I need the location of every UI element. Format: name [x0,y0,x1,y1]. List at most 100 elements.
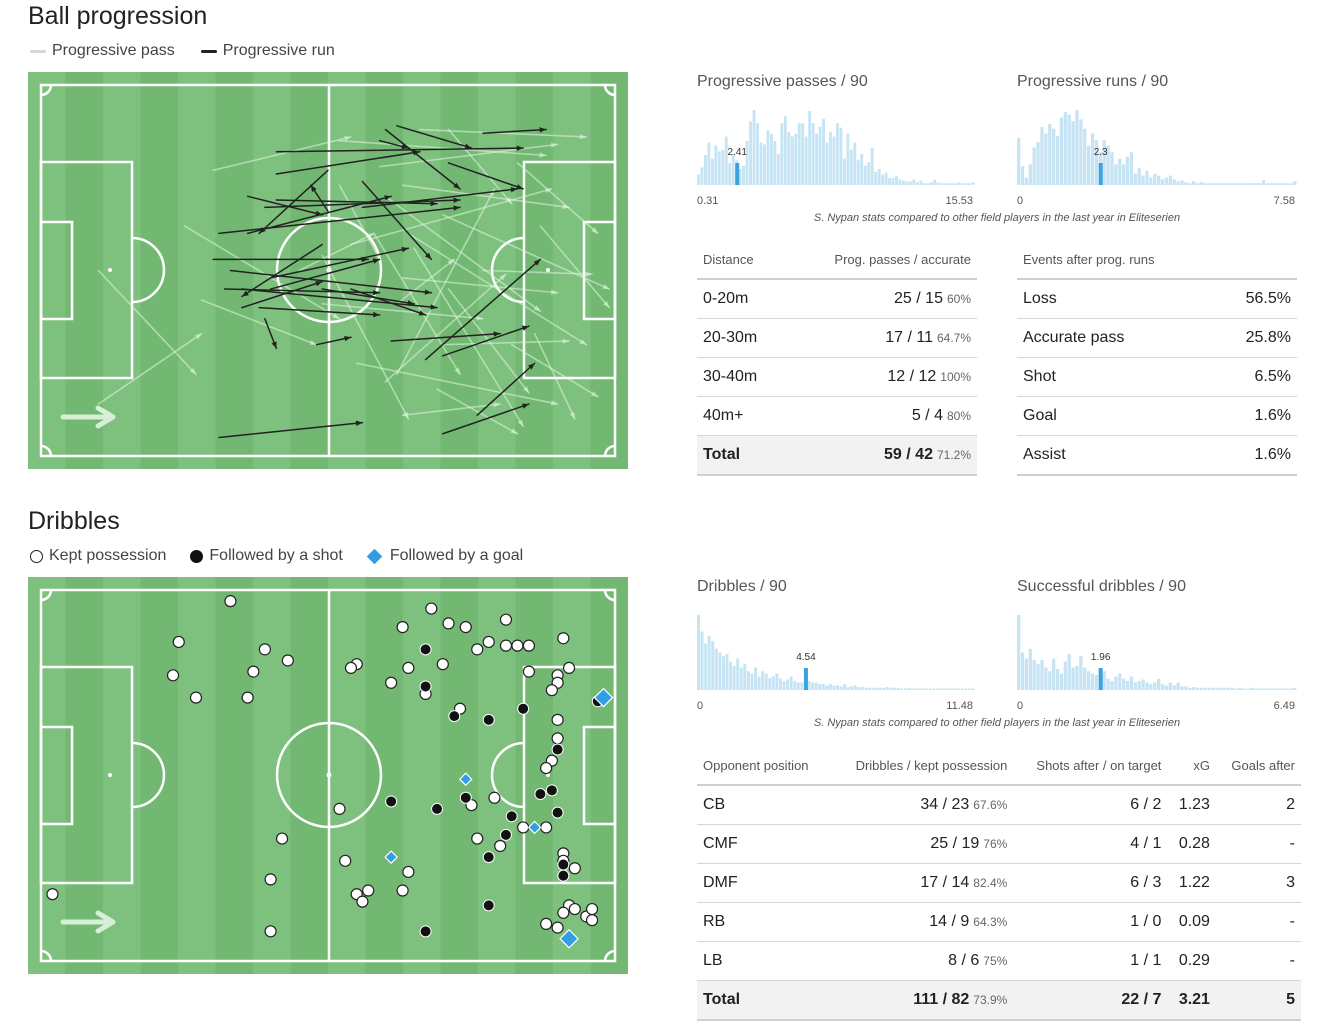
histogram-bar [829,132,832,185]
histogram-bar [1184,686,1188,690]
histogram-bar [1040,660,1044,690]
histogram-bar [1048,671,1052,690]
histogram-bar [871,687,875,690]
histogram-bar [921,688,925,690]
progressive-pass-arrow-head [510,428,518,434]
kept-possession-dot [247,665,260,678]
histogram-bar [935,688,939,690]
dribbles-header: Dribbles / kept possession [829,746,1014,786]
histogram-bar [764,673,768,690]
histogram-bar [1024,177,1029,185]
left-penalty-arc [131,741,166,809]
opponent-table: Opponent position Dribbles / kept posses… [697,746,1301,1021]
distance-header: Distance [697,240,784,280]
player-value-label: 1.96 [1091,652,1111,663]
kept-possession-dot [494,839,507,853]
row-pct: 64.7% [936,331,971,345]
kept-possession-dot [264,925,277,938]
table-row: DMF 17 / 14 82.4% 6 / 3 1.22 3 [697,863,1301,903]
row-goals: - [1215,824,1301,864]
histogram-bar [1242,183,1246,185]
kept-legend-swatch [30,549,43,563]
histogram-bar [860,687,864,690]
progressive-run-arrow-head [401,246,409,253]
histogram-bar [1219,183,1223,185]
progressive-run-arrow [241,243,324,298]
histogram-bar [971,688,975,690]
histogram-bar [870,147,874,185]
histogram-bar [1234,688,1239,690]
progressive-pass-arrow-head [476,315,483,321]
histogram-bar [761,671,765,690]
corner-arc [40,949,53,962]
histogram-bar [1028,164,1032,185]
shot-dot [557,869,570,882]
histogram-bar [822,118,825,185]
histogram-bar [1188,687,1192,690]
histogram-bar [1192,181,1196,185]
histogram-bar [874,171,878,185]
goal-diamond [384,850,398,864]
histogram-bar [828,684,832,690]
row-pct: 75% [983,954,1008,968]
goal-diamond [559,928,579,949]
progressive-run-arrow-head [510,186,518,193]
row-value: 12 / 12 [887,368,937,385]
histogram-bar [903,688,907,690]
kept-possession-dot [425,602,438,615]
progressive-run-arrow-head [539,127,547,133]
histogram-bar [729,661,733,690]
histogram-bar [825,142,829,185]
kept-possession-dot [402,865,415,879]
row-value: 1.6% [1202,435,1297,476]
progressive-run-arrow-head [453,182,461,189]
pitch-stripe [403,577,441,974]
row-label: Loss [1017,279,1203,319]
histogram-bar [1262,180,1266,185]
progressive-pass-arrow-head [517,419,524,427]
row-pct: 60% [946,292,971,306]
progressive-pass-arrow-head [533,305,541,312]
kept-legend-label: Kept possession [49,547,167,564]
shots-header: Shots after / on target [1013,746,1168,786]
histogram-bar [1106,145,1110,185]
histogram-bar [1207,687,1211,690]
histogram-bar [1160,684,1165,690]
histogram-bar [877,169,881,185]
progressive-pass-arrow [298,232,375,272]
kept-possession-dot [585,914,599,927]
xg-header: xG [1167,746,1216,786]
histogram-bar [1281,183,1285,185]
pitch-stripe [178,72,216,469]
pitch-stripe [28,72,66,469]
histogram-bar [1028,648,1032,690]
histogram-bar [1160,179,1165,185]
progressive-pass-arrow [533,332,576,420]
progressive-run-arrow [258,169,329,235]
progressive-pass-arrow [401,184,570,209]
shot-dot [419,925,432,938]
histogram-bar [884,172,888,185]
progressive-run-arrow [396,125,473,149]
progressive-pass-arrow-head [454,367,461,375]
histogram-bar [1184,182,1188,185]
row-dribbles: 25 / 19 [930,835,980,852]
histogram-bar [946,688,950,690]
kept-possession-dot [362,884,375,897]
histogram-bar [919,180,923,185]
progressive-run-arrow-head [430,304,438,310]
progressive-pass-arrow-head [189,367,196,375]
histogram-bar [839,686,843,690]
histogram-bar [860,154,864,185]
progressive-pass-arrow-head [569,411,575,419]
progressive-run-arrow-head [430,200,438,207]
histogram-bar [1219,687,1223,690]
events-header: Events after prog. runs [1017,240,1297,280]
histogram-bar [756,123,759,185]
histogram-bar [821,684,825,690]
histogram-bar [943,183,947,185]
histogram-bar [971,182,975,185]
histogram-bar [700,631,704,690]
table-row: Goal 1.6% [1017,396,1297,436]
histogram-bar [1059,117,1064,185]
